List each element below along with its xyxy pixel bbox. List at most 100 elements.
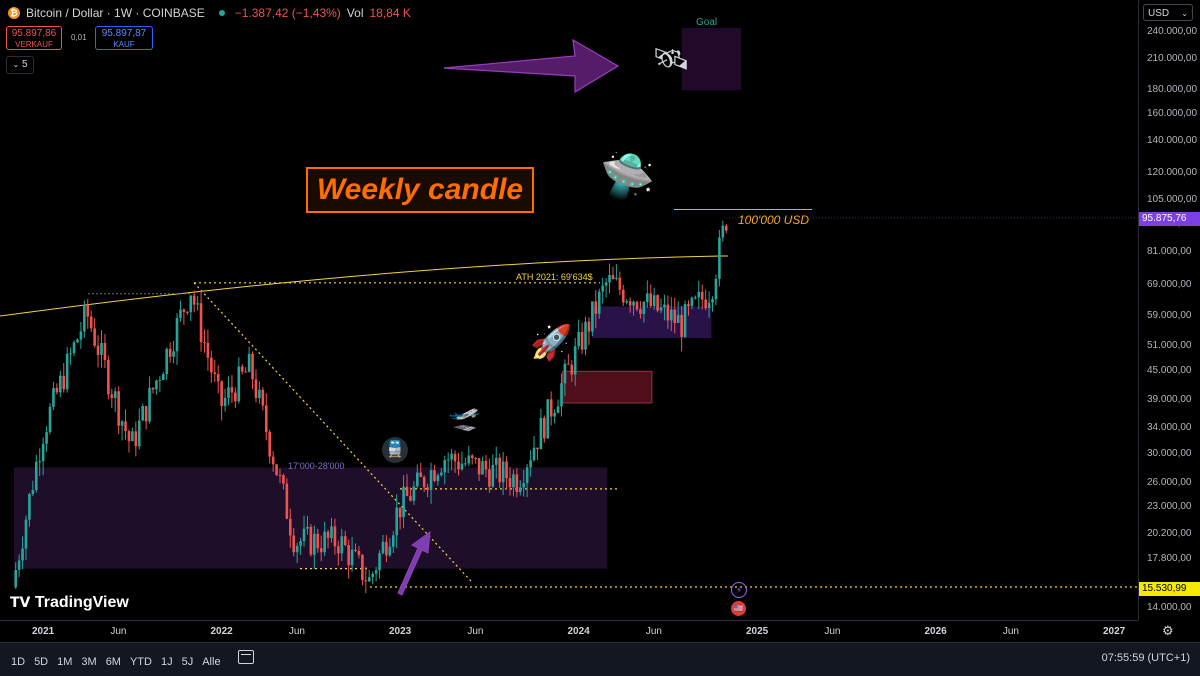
volume-value: 18,84 K	[369, 6, 411, 20]
candle-body	[247, 353, 251, 372]
indicator-toggle[interactable]: ⌄ 5	[6, 56, 34, 74]
price-axis[interactable]: USD ⌄ 240.000,00 210.000,00 180.000,00 160.…	[1138, 0, 1200, 620]
candle-body	[412, 486, 416, 501]
candle-body	[652, 295, 656, 307]
candle-body	[707, 302, 711, 309]
candle-body	[481, 461, 484, 475]
candle-body	[446, 459, 450, 461]
candle-body	[553, 412, 556, 417]
timeframe-6m[interactable]: 6M	[105, 656, 121, 668]
candle-body	[59, 375, 62, 393]
clock[interactable]: 07:55:59 (UTC+1)	[1101, 652, 1190, 664]
candle-body	[639, 309, 642, 314]
timeframe-5d[interactable]: 5D	[34, 656, 49, 668]
candle-body	[357, 550, 361, 555]
candle-body	[522, 483, 526, 488]
time-tick: 2022	[210, 626, 233, 637]
candle-body	[501, 461, 505, 483]
zone-box	[562, 370, 653, 404]
price-tick: 160.000,00	[1147, 108, 1198, 120]
price-tick: 39.000,00	[1147, 394, 1192, 406]
candle-body	[632, 301, 635, 306]
brand-text: TradingView	[34, 594, 129, 611]
candle-body	[601, 285, 604, 292]
candle-body	[385, 541, 388, 556]
tradingview-logo[interactable]: 𝗧𝗩 TradingView	[10, 594, 129, 612]
candle-body	[45, 432, 48, 444]
timeframe-ytd[interactable]: YTD	[129, 656, 152, 668]
candle-body	[354, 549, 357, 551]
price-chart[interactable]	[0, 0, 1138, 620]
candle-body	[477, 458, 481, 475]
symbol-name[interactable]: Bitcoin / Dollar · 1W · COINBASE	[26, 6, 205, 20]
price-tick: 23.000,00	[1147, 501, 1192, 513]
candle-body	[584, 321, 587, 350]
candle-body	[196, 303, 199, 305]
candle-body	[642, 301, 646, 314]
time-axis[interactable]: 2021 Jun 2022 Jun 2023 Jun 2024 Jun 2025 Jun 2026 J…	[0, 620, 1138, 643]
candle-body	[244, 371, 247, 373]
date-range-icon[interactable]	[238, 650, 254, 664]
candle-body	[416, 472, 419, 487]
candle-body	[656, 295, 659, 311]
headline-text: Weekly candle	[316, 173, 524, 206]
candle-body	[251, 353, 254, 380]
candle-body	[14, 570, 17, 588]
candle-body	[41, 443, 45, 462]
candle-body	[594, 301, 598, 314]
candle-body	[179, 309, 182, 318]
candle-body	[343, 536, 347, 546]
zone-box	[592, 306, 712, 339]
headline-annotation[interactable]: Weekly candle	[306, 167, 534, 213]
candle-body	[168, 348, 172, 357]
candle-body	[687, 304, 690, 307]
candle-body	[488, 469, 491, 487]
candle-body	[615, 277, 618, 279]
symbol-legend: ₿ Bitcoin / Dollar · 1W · COINBASE −1.38…	[8, 6, 411, 20]
price-tick: 180.000,00	[1147, 84, 1198, 96]
time-tick: Jun	[288, 626, 305, 637]
price-tick: 120.000,00	[1147, 166, 1198, 178]
candle-body	[326, 531, 330, 539]
price-tick: 81.000,00	[1147, 246, 1192, 258]
currency-select[interactable]: USD ⌄	[1143, 4, 1193, 21]
candle-body	[227, 387, 230, 398]
candle-body	[398, 507, 402, 518]
sell-button[interactable]: 95.897,86 VERKAUF	[6, 26, 62, 50]
candle-body	[536, 447, 539, 450]
lightning-icon[interactable]: ⚡	[731, 582, 747, 598]
time-tick: 2021	[32, 626, 55, 637]
candle-body	[440, 472, 443, 476]
candle-body	[175, 317, 179, 352]
time-tick: 2024	[567, 626, 590, 637]
candle-body	[199, 303, 203, 343]
time-tick: 2023	[389, 626, 412, 637]
candle-body	[546, 399, 550, 439]
timeframe-alle[interactable]: Alle	[202, 656, 221, 668]
candle-body	[55, 387, 59, 393]
timeframe-5j[interactable]: 5J	[181, 656, 194, 668]
candle-body	[210, 357, 213, 373]
spread-value: 0,01	[71, 33, 87, 42]
bottom-toolbar: 1D 5D 1M 3M 6M YTD 1J 5J Alle 07:55:59 (UTC+1)	[0, 642, 1200, 676]
candle-body	[103, 342, 107, 361]
timeframe-1m[interactable]: 1M	[57, 656, 73, 668]
settings-icon[interactable]: ⚙	[1162, 623, 1174, 638]
buy-button[interactable]: 95.897,87 KAUF	[95, 26, 153, 50]
candle-body	[460, 463, 464, 470]
candle-body	[405, 486, 409, 497]
candle-body	[721, 225, 725, 238]
chart-pane[interactable]: ₿ Bitcoin / Dollar · 1W · COINBASE −1.38…	[0, 0, 1138, 620]
timeframe-1d[interactable]: 1D	[11, 656, 26, 668]
time-tick: Jun	[1002, 626, 1019, 637]
candle-body	[24, 519, 28, 549]
timeframe-1j[interactable]: 1J	[160, 656, 173, 668]
candle-body	[38, 461, 42, 463]
event-flag-icon[interactable]: 🇺🇸	[731, 601, 746, 616]
candle-body	[426, 487, 429, 490]
candle-body	[278, 475, 282, 477]
price-tick: 140.000,00	[1147, 135, 1198, 147]
timeframe-3m[interactable]: 3M	[81, 656, 97, 668]
candle-body	[213, 372, 217, 375]
sell-price: 95.897,86	[11, 28, 57, 39]
